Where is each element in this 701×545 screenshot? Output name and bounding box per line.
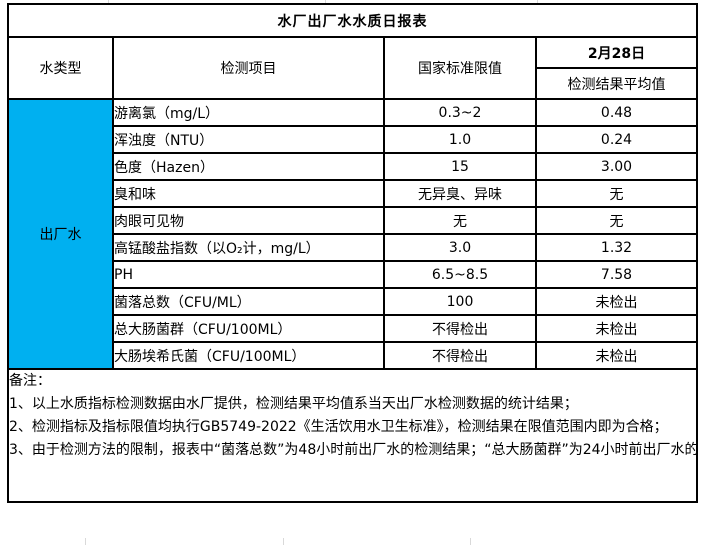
- data-rows: 出厂水 游离氯（mg/L） 0.3~2 0.48 浑浊度（NTU） 1.0 0.24 色度（H…: [7, 98, 698, 370]
- note-line: 2、检测指标及指标限值均执行GB5749-2022《生活饮用水卫生标准》，检测结…: [9, 419, 668, 435]
- item-cell: 高锰酸盐指数（以O₂计，mg/L）: [112, 233, 385, 262]
- gridline-stub: [470, 538, 471, 545]
- title-row: 水厂出厂水水质日报表: [7, 3, 698, 38]
- standard-cell: 无: [383, 206, 537, 235]
- standard-cell: 15: [383, 152, 537, 181]
- header-test-item: 检测项目: [112, 36, 385, 100]
- gridline-stub: [283, 538, 284, 545]
- note-line: 3、由于检测方法的限制，报表中“菌落总数”为48小时前出厂水的检测结果；“总大肠…: [9, 442, 695, 458]
- notes-list: 1、以上水质指标检测数据由水厂提供，检测结果平均值系当天出厂水检测数据的统计结果…: [9, 393, 695, 462]
- gridline-stub: [108, 0, 109, 3]
- table-row: 浑浊度（NTU） 1.0 0.24: [8, 125, 698, 154]
- standard-cell: 100: [383, 287, 537, 316]
- header-row-2: 检测结果平均值: [8, 67, 698, 100]
- table-row: 臭和味 无异臭、异味无: [8, 179, 698, 208]
- item-cell: 大肠埃希氏菌（CFU/100ML）: [112, 341, 385, 370]
- standard-cell: 不得检出: [383, 341, 537, 370]
- table-row: 菌落总数（CFU/ML） 100 未检出: [8, 287, 698, 316]
- gridline-stub: [85, 538, 86, 545]
- standard-cell: 6.5~8.5: [383, 260, 537, 289]
- water-type-cell: 出厂水: [7, 98, 114, 370]
- header-national-standard: 国家标准限值: [383, 36, 537, 100]
- table-row: PH 6.5~8.5 7.58: [8, 260, 698, 289]
- note-line: 1、以上水质指标检测数据由水厂提供，检测结果平均值系当天出厂水检测数据的统计结果…: [9, 396, 578, 412]
- table-row: 肉眼可见物无无: [8, 206, 698, 235]
- header-date: 2月28日: [535, 36, 698, 69]
- result-cell: 1.32: [535, 233, 698, 262]
- header-water-type: 水类型: [7, 36, 114, 100]
- item-cell: 菌落总数（CFU/ML）: [112, 287, 385, 316]
- report-table: 水厂出厂水水质日报表 水类型 检测项目 国家标准限值 2月28日 检测结果平均值…: [7, 3, 698, 503]
- notes-cell: 备注： 1、以上水质指标检测数据由水厂提供，检测结果平均值系当天出厂水检测数据的…: [7, 368, 698, 503]
- result-cell: 无: [535, 179, 698, 208]
- item-cell: 色度（Hazen）: [112, 152, 385, 181]
- result-cell: 未检出: [535, 314, 698, 343]
- standard-cell: 1.0: [383, 125, 537, 154]
- result-cell: 未检出: [535, 341, 698, 370]
- header-result-avg: 检测结果平均值: [535, 67, 698, 100]
- standard-cell: 不得检出: [383, 314, 537, 343]
- result-cell: 0.48: [535, 98, 698, 127]
- page-title: 水厂出厂水水质日报表: [7, 3, 698, 38]
- table-row: 高锰酸盐指数（以O₂计，mg/L） 3.0 1.32: [8, 233, 698, 262]
- item-cell: 臭和味: [112, 179, 385, 208]
- standard-cell: 0.3~2: [383, 98, 537, 127]
- header-row-1: 水类型 检测项目 国家标准限值 2月28日: [7, 36, 698, 100]
- result-cell: 0.24: [535, 125, 698, 154]
- table-row: 总大肠菌群（CFU/100ML） 不得检出 未检出: [8, 314, 698, 343]
- result-cell: 无: [535, 206, 698, 235]
- result-cell: 7.58: [535, 260, 698, 289]
- result-cell: 3.00: [535, 152, 698, 181]
- table-row: 色度（Hazen） 15 3.00: [8, 152, 698, 181]
- item-cell: 游离氯（mg/L）: [112, 98, 385, 127]
- item-cell: 肉眼可见物: [112, 206, 385, 235]
- notes-row: 备注： 1、以上水质指标检测数据由水厂提供，检测结果平均值系当天出厂水检测数据的…: [7, 368, 698, 503]
- item-cell: PH: [112, 260, 385, 289]
- standard-cell: 无异臭、异味: [383, 179, 537, 208]
- table-row: 出厂水 游离氯（mg/L） 0.3~2 0.48: [7, 98, 698, 370]
- gridline-stub: [325, 0, 326, 3]
- result-cell: 未检出: [535, 287, 698, 316]
- item-cell: 浑浊度（NTU）: [112, 125, 385, 154]
- standard-cell: 3.0: [383, 233, 537, 262]
- item-cell: 总大肠菌群（CFU/100ML）: [112, 314, 385, 343]
- notes-label: 备注：: [9, 373, 51, 389]
- gridline-stub: [537, 0, 538, 3]
- table-row: 大肠埃希氏菌（CFU/100ML） 不得检出 未检出: [8, 341, 698, 370]
